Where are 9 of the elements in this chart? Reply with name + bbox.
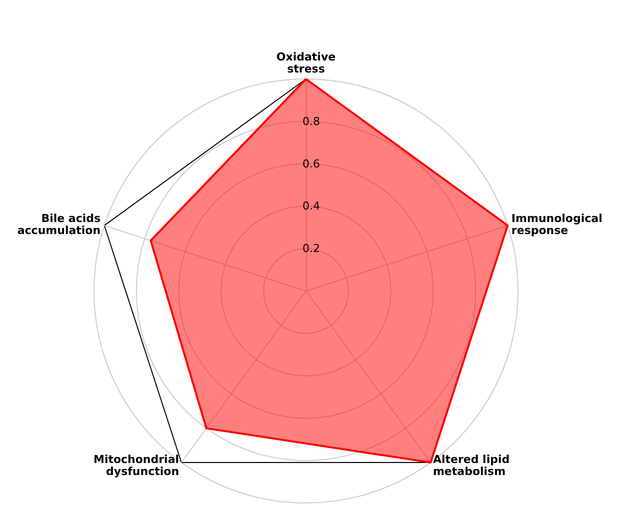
spoke-label: Immunological response: [511, 212, 602, 237]
spoke-label: Bile acids accumulation: [17, 212, 102, 237]
spoke-label: Oxidative stress: [276, 50, 336, 76]
spoke-label: Altered lipid metabolism: [432, 453, 510, 478]
y-tick-label: 0.4: [302, 200, 320, 213]
y-tick-label: 0.6: [302, 157, 320, 170]
y-tick-label: 0.8: [302, 114, 320, 128]
y-tick-label: 0.2: [302, 242, 320, 256]
spoke-label: Mitochondrial dysfunction: [93, 453, 180, 478]
